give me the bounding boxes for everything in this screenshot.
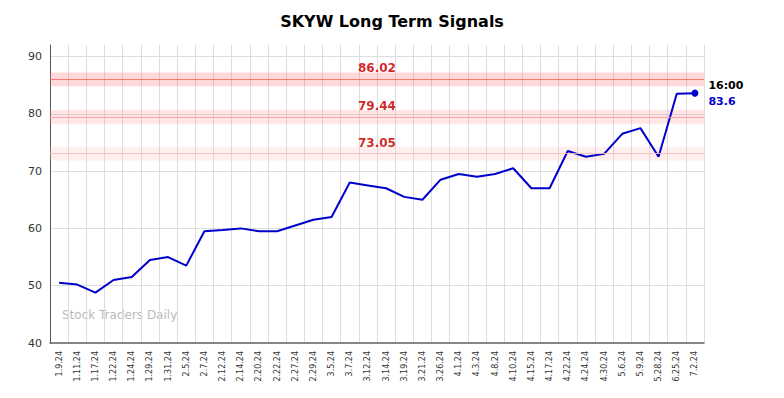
svg-text:80: 80 bbox=[28, 107, 42, 120]
svg-text:4.17.24: 4.17.24 bbox=[545, 351, 554, 382]
svg-text:1.24.24: 1.24.24 bbox=[127, 351, 136, 382]
svg-text:1.29.24: 1.29.24 bbox=[145, 351, 154, 382]
svg-text:60: 60 bbox=[28, 222, 42, 235]
svg-text:3.5.24: 3.5.24 bbox=[327, 351, 336, 376]
svg-text:5.9.24: 5.9.24 bbox=[636, 351, 645, 376]
svg-text:4.8.24: 4.8.24 bbox=[491, 351, 500, 376]
svg-text:2.12.24: 2.12.24 bbox=[218, 351, 227, 382]
svg-text:4.1.24: 4.1.24 bbox=[454, 351, 463, 376]
svg-text:1.11.24: 1.11.24 bbox=[73, 351, 82, 382]
svg-text:3.21.24: 3.21.24 bbox=[418, 351, 427, 382]
svg-text:2.29.24: 2.29.24 bbox=[309, 351, 318, 382]
svg-text:4.15.24: 4.15.24 bbox=[527, 351, 536, 382]
svg-text:3.7.24: 3.7.24 bbox=[345, 351, 354, 376]
svg-text:1.17.24: 1.17.24 bbox=[91, 351, 100, 382]
svg-text:86.02: 86.02 bbox=[358, 61, 396, 75]
svg-text:4.3.24: 4.3.24 bbox=[472, 351, 481, 376]
svg-text:2.14.24: 2.14.24 bbox=[236, 351, 245, 382]
svg-text:40: 40 bbox=[28, 337, 42, 350]
svg-text:SKYW Long Term Signals: SKYW Long Term Signals bbox=[280, 12, 504, 31]
svg-text:3.19.24: 3.19.24 bbox=[400, 351, 409, 382]
svg-text:79.44: 79.44 bbox=[358, 99, 396, 113]
svg-text:5.6.24: 5.6.24 bbox=[618, 351, 627, 376]
svg-text:2.7.24: 2.7.24 bbox=[200, 351, 209, 376]
svg-text:2.22.24: 2.22.24 bbox=[273, 351, 282, 382]
svg-text:2.20.24: 2.20.24 bbox=[254, 351, 263, 382]
svg-text:16:00: 16:00 bbox=[708, 79, 743, 92]
svg-text:50: 50 bbox=[28, 279, 42, 292]
svg-text:3.14.24: 3.14.24 bbox=[382, 351, 391, 382]
svg-text:2.5.24: 2.5.24 bbox=[182, 351, 191, 376]
svg-text:90: 90 bbox=[28, 50, 42, 63]
svg-text:1.22.24: 1.22.24 bbox=[109, 351, 118, 382]
svg-text:6.25.24: 6.25.24 bbox=[672, 351, 681, 382]
svg-text:Stock Traders Daily: Stock Traders Daily bbox=[62, 308, 178, 322]
svg-text:1.31.24: 1.31.24 bbox=[164, 351, 173, 382]
svg-text:70: 70 bbox=[28, 165, 42, 178]
svg-text:5.28.24: 5.28.24 bbox=[654, 351, 663, 382]
svg-text:2.27.24: 2.27.24 bbox=[291, 351, 300, 382]
svg-text:3.12.24: 3.12.24 bbox=[363, 351, 372, 382]
svg-text:73.05: 73.05 bbox=[358, 136, 396, 150]
svg-text:4.30.24: 4.30.24 bbox=[600, 351, 609, 382]
svg-text:1.9.24: 1.9.24 bbox=[55, 351, 64, 376]
svg-text:4.10.24: 4.10.24 bbox=[509, 351, 518, 382]
svg-text:3.26.24: 3.26.24 bbox=[436, 351, 445, 382]
svg-text:4.24.24: 4.24.24 bbox=[581, 351, 590, 382]
svg-text:7.2.24: 7.2.24 bbox=[690, 351, 699, 376]
svg-text:4.22.24: 4.22.24 bbox=[563, 351, 572, 382]
svg-text:83.6: 83.6 bbox=[708, 95, 735, 108]
